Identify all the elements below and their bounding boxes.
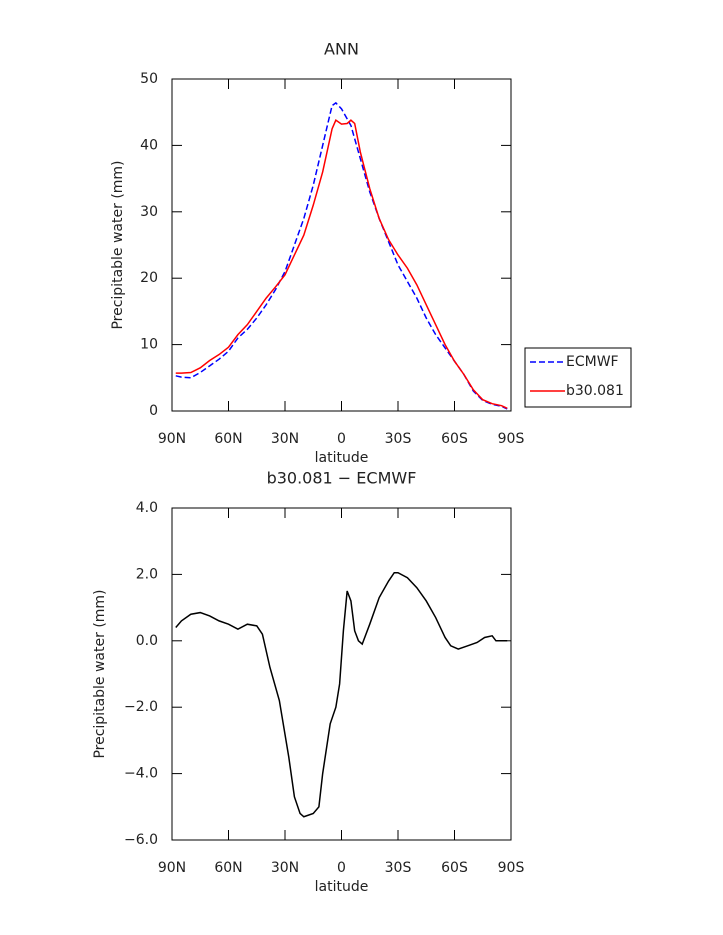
y-tick-label: 10 <box>140 337 158 353</box>
x-tick-label: 0 <box>337 431 346 447</box>
y-tick-label: 50 <box>140 71 158 87</box>
x-tick-label: 90S <box>498 860 525 876</box>
y-tick-label: 2.0 <box>136 566 158 582</box>
legend-box <box>524 347 632 408</box>
x-tick-label: 0 <box>337 860 346 876</box>
chart-title: ANN <box>324 40 359 59</box>
legend-label: b30.081 <box>566 383 624 399</box>
plot-frame <box>171 507 512 841</box>
x-tick-label: 90N <box>158 860 186 876</box>
plot-frame <box>171 78 512 412</box>
data-line <box>175 119 508 410</box>
y-tick-label: −4.0 <box>124 766 158 782</box>
x-tick-label: 30S <box>385 431 412 447</box>
x-tick-label: 60S <box>441 860 468 876</box>
data-line <box>175 101 508 410</box>
x-tick-label: 30S <box>385 860 412 876</box>
data-line <box>175 571 508 818</box>
y-tick-label: 4.0 <box>136 500 158 516</box>
x-tick-label: 90S <box>498 431 525 447</box>
x-axis-label: latitude <box>315 450 369 466</box>
x-tick-label: 60N <box>214 860 242 876</box>
x-axis-label: latitude <box>315 879 369 895</box>
y-tick-label: 30 <box>140 204 158 220</box>
y-tick-label: 0 <box>149 403 158 419</box>
y-tick-label: −6.0 <box>124 832 158 848</box>
y-tick-label: 0.0 <box>136 633 158 649</box>
y-axis-label: Precipitable water (mm) <box>110 160 126 329</box>
x-tick-label: 30N <box>271 431 299 447</box>
y-tick-label: 40 <box>140 137 158 153</box>
chart-title: b30.081 − ECMWF <box>267 469 417 488</box>
x-tick-label: 60N <box>214 431 242 447</box>
x-tick-label: 60S <box>441 431 468 447</box>
y-tick-label: 20 <box>140 270 158 286</box>
x-tick-label: 30N <box>271 860 299 876</box>
y-tick-label: −2.0 <box>124 699 158 715</box>
y-axis-label: Precipitable water (mm) <box>92 589 108 758</box>
legend-label: ECMWF <box>566 354 619 370</box>
x-tick-label: 90N <box>158 431 186 447</box>
